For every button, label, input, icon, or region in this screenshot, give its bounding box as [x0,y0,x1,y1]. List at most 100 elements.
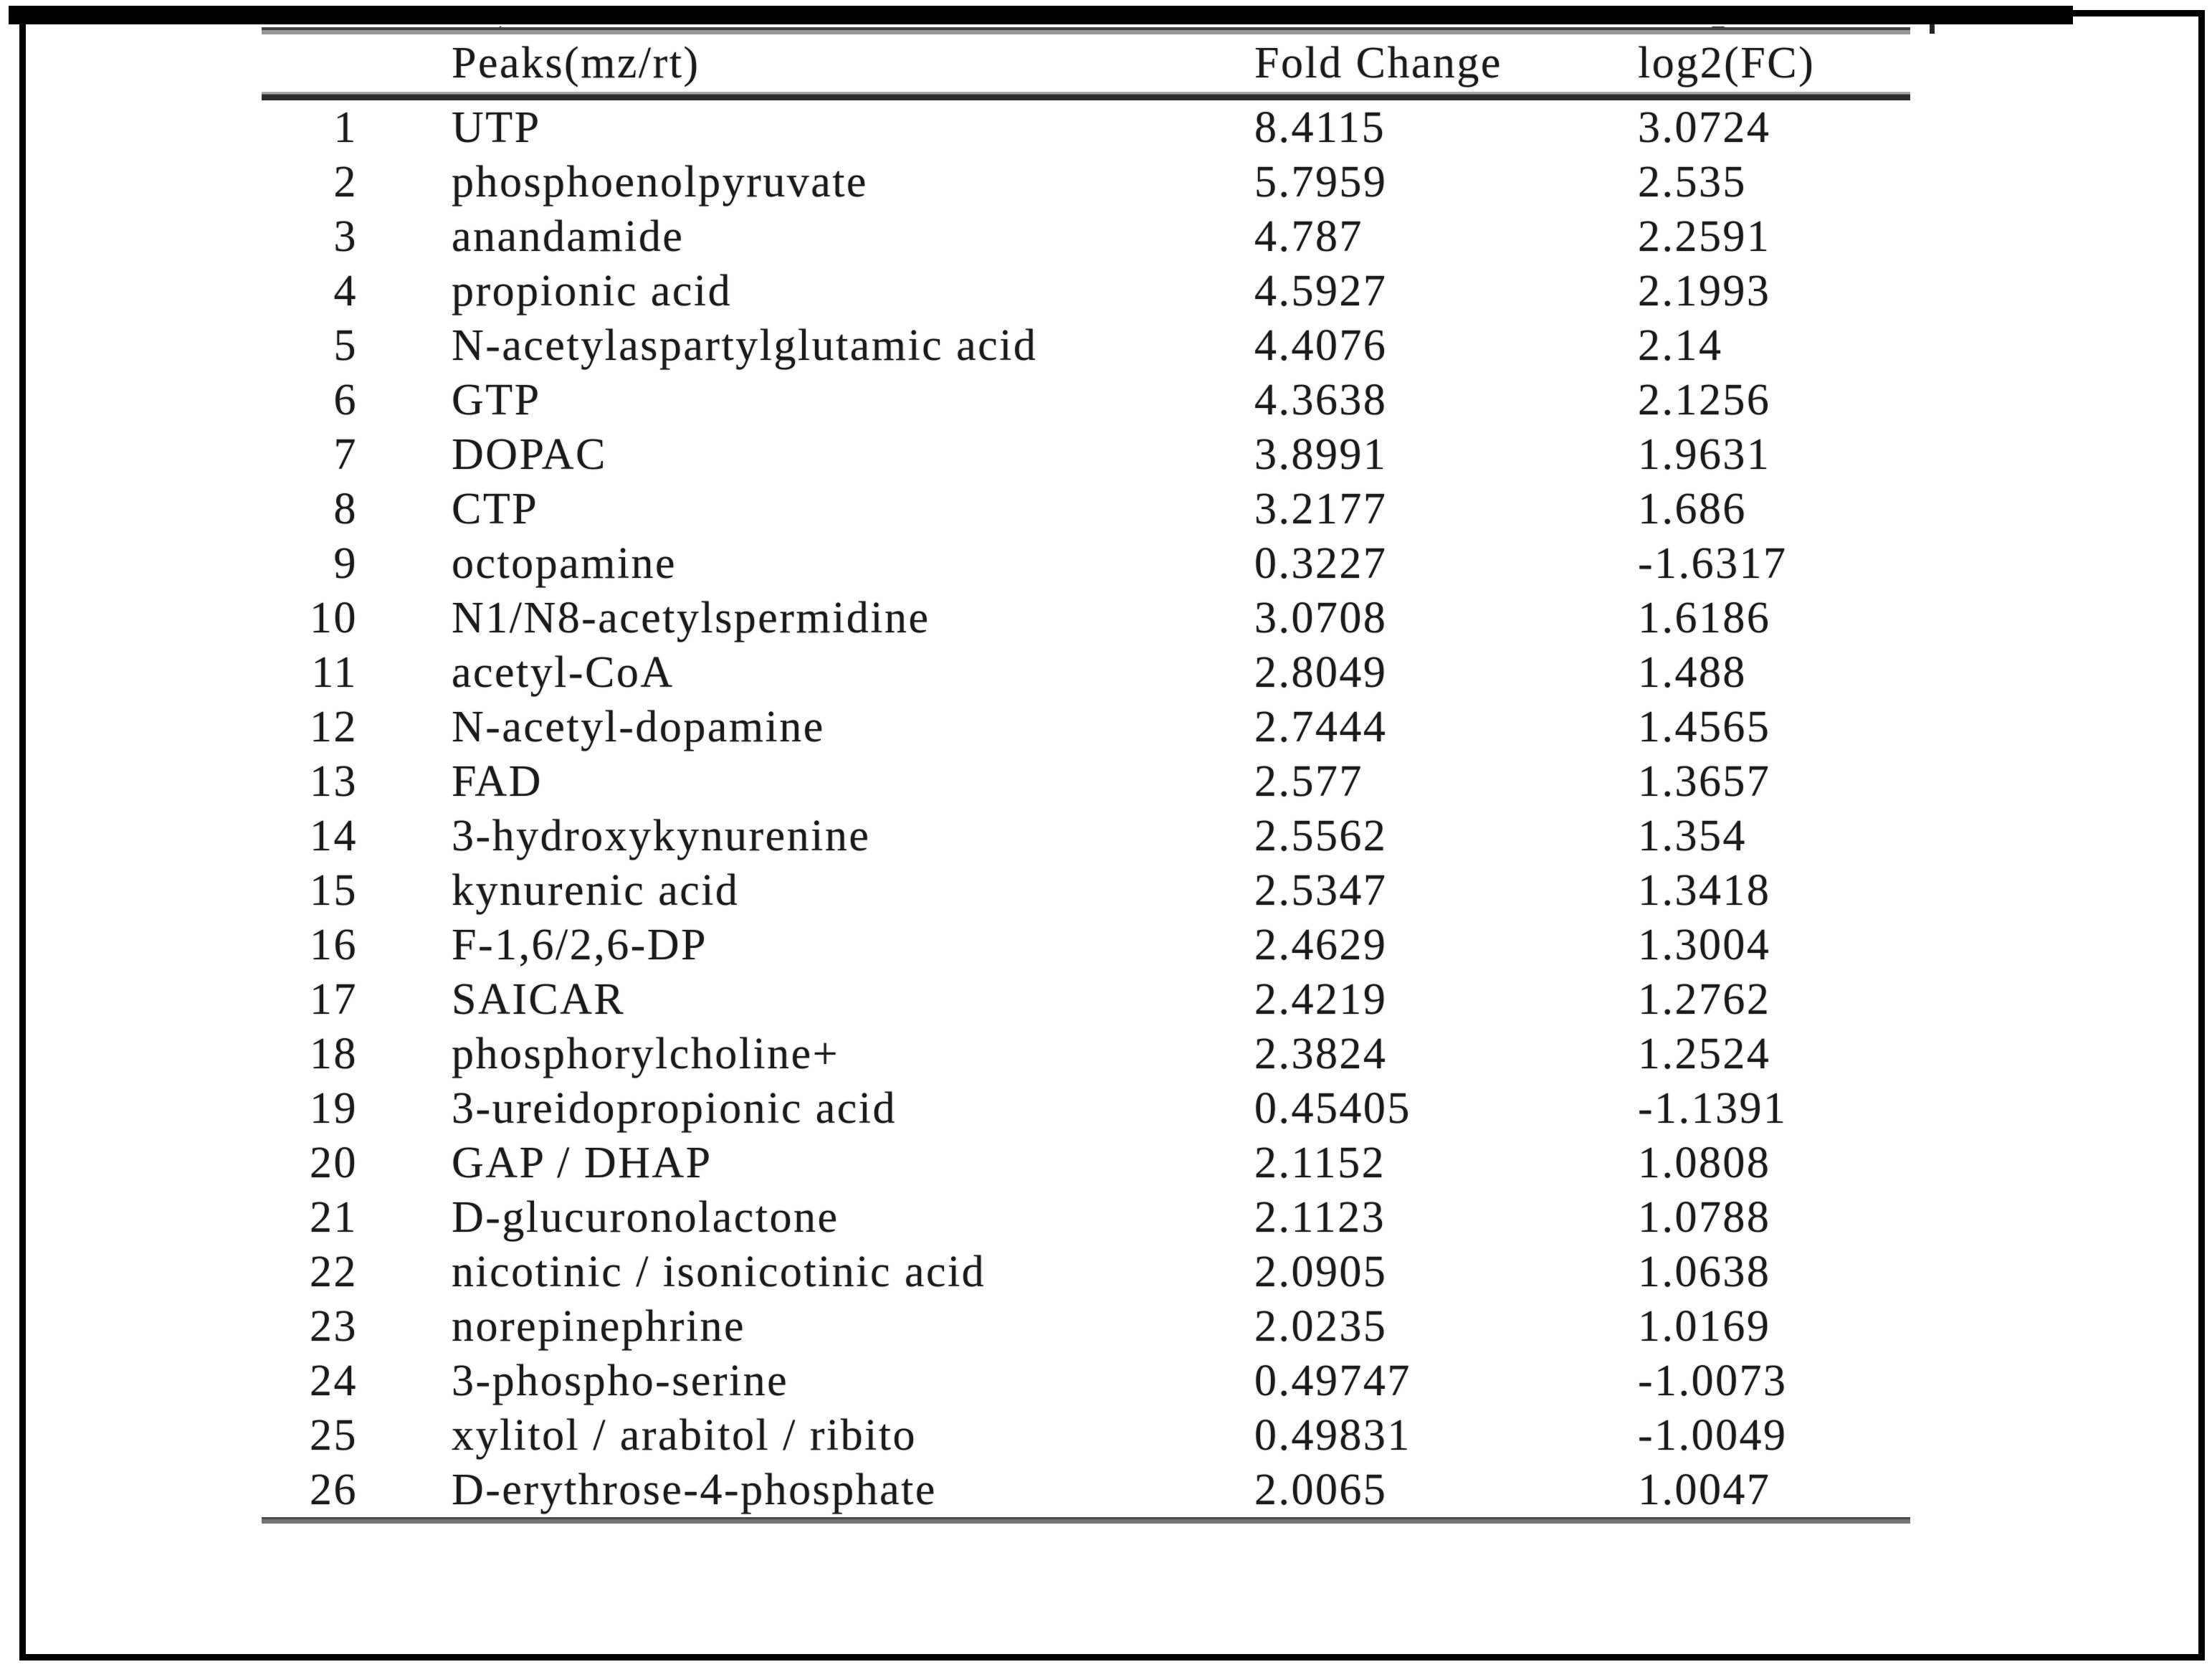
row-index-cell: 11 [311,647,358,697]
fold-change-cell: 4.5927 [1254,266,1388,315]
peak-name-cell: propionic acid [452,266,733,315]
peak-name-cell: 3-phospho-serine [452,1356,789,1405]
row-index-cell: 21 [310,1192,358,1242]
fold-change-cell: 2.1123 [1254,1192,1386,1242]
log2fc-cell: 1.3657 [1638,756,1771,806]
peak-name-cell: D-glucuronolactone [452,1192,839,1242]
fold-change-cell: 2.577 [1254,756,1363,806]
peak-name-cell: phosphorylcholine+ [452,1029,840,1078]
table-row: 9 octopamine 0.3227 -1.6317 [262,536,1910,591]
row-index-cell: 7 [333,429,358,479]
row-index-cell: 16 [310,920,358,969]
peak-name-cell: FAD [452,756,543,806]
table-row: 10 N1/N8-acetylspermidine 3.0708 1.6186 [262,591,1910,645]
metabolite-table: Peaks(mz/rt) Fold Change log2(FC) 1 UTP … [262,27,1910,1524]
peak-name-cell: kynurenic acid [452,865,740,915]
header-peaks-cell: Peaks(mz/rt) [452,38,700,87]
table-row: 5 N-acetylaspartylglutamic acid 4.4076 2… [262,318,1910,373]
row-index-cell: 26 [310,1465,358,1514]
peak-name-cell: anandamide [452,212,685,261]
table-row: 11 acetyl-CoA 2.8049 1.488 [262,645,1910,700]
log2fc-cell: 1.6186 [1638,593,1771,642]
table-rule-bottom [262,1517,1910,1524]
row-index-cell: 15 [310,865,358,915]
table-row: 12 N-acetyl-dopamine 2.7444 1.4565 [262,700,1910,754]
peak-name-cell: N-acetyl-dopamine [452,702,825,751]
peak-name-cell: norepinephrine [452,1301,746,1351]
table-row: 21 D-glucuronolactone 2.1123 1.0788 [262,1190,1910,1245]
table-row: 15 kynurenic acid 2.5347 1.3418 [262,863,1910,918]
table-row: 13 FAD 2.577 1.3657 [262,754,1910,809]
log2fc-cell: 1.2524 [1638,1029,1771,1078]
row-index-cell: 4 [333,266,358,315]
row-index-cell: 1 [333,103,358,152]
table-row: 3 anandamide 4.787 2.2591 [262,209,1910,264]
header-log2fc-cell: log2(FC) [1638,38,1816,87]
fold-change-cell: 2.8049 [1254,647,1388,697]
log2fc-cell: 1.0788 [1638,1192,1771,1242]
peak-name-cell: DOPAC [452,429,607,479]
log2fc-cell: 1.686 [1638,484,1747,533]
peak-name-cell: CTP [452,484,539,533]
log2fc-cell: 2.1256 [1638,375,1771,424]
fold-change-cell: 0.49831 [1254,1410,1411,1460]
row-index-cell: 17 [310,974,358,1024]
fold-change-cell: 0.45405 [1254,1083,1411,1133]
table-row: 24 3-phospho-serine 0.49747 -1.0073 [262,1354,1910,1408]
log2fc-cell: 1.354 [1638,811,1747,860]
table-row: 2 phosphoenolpyruvate 5.7959 2.535 [262,155,1910,209]
log2fc-cell: 1.0047 [1638,1465,1771,1514]
row-index-cell: 14 [310,811,358,860]
fold-change-cell: 2.5347 [1254,865,1388,915]
fold-change-cell: 2.0905 [1254,1247,1388,1296]
peak-name-cell: F-1,6/2,6-DP [452,920,708,969]
peak-name-cell: 3-hydroxykynurenine [452,811,871,860]
log2fc-cell: 2.1993 [1638,266,1771,315]
log2fc-cell: 2.14 [1638,320,1723,370]
peak-name-cell: SAICAR [452,974,626,1024]
table-row: 22 nicotinic / isonicotinic acid 2.0905 … [262,1245,1910,1299]
table-row: 16 F-1,6/2,6-DP 2.4629 1.3004 [262,918,1910,972]
log2fc-cell: 1.2762 [1638,974,1771,1024]
fold-change-cell: 2.7444 [1254,702,1388,751]
fold-change-cell: 4.787 [1254,212,1363,261]
row-index-cell: 6 [333,375,358,424]
fold-change-cell: 2.4629 [1254,920,1388,969]
peak-name-cell: GAP / DHAP [452,1138,712,1187]
row-index-cell: 23 [310,1301,358,1351]
fold-change-cell: 0.3227 [1254,538,1388,588]
top-black-bar [9,6,2073,24]
page-border-frame [19,10,2205,1661]
table-row: 1 UTP 8.4115 3.0724 [262,100,1910,155]
fold-change-cell: 5.7959 [1254,157,1388,206]
row-index-cell: 8 [333,484,358,533]
table-header-row: Peaks(mz/rt) Fold Change log2(FC) [262,34,1910,92]
peak-name-cell: N-acetylaspartylglutamic acid [452,320,1038,370]
fold-change-cell: 3.0708 [1254,593,1388,642]
table-rule-top [262,27,1910,34]
log2fc-cell: 1.0638 [1638,1247,1771,1296]
row-index-cell: 22 [310,1247,358,1296]
row-index-cell: 13 [310,756,358,806]
table-row: 8 CTP 3.2177 1.686 [262,482,1910,536]
row-index-cell: 5 [333,320,358,370]
row-index-cell: 18 [310,1029,358,1078]
table-row: 25 xylitol / arabitol / ribito 0.49831 -… [262,1408,1910,1463]
fold-change-cell: 2.5562 [1254,811,1388,860]
row-index-cell: 24 [310,1356,358,1405]
log2fc-cell: 1.9631 [1638,429,1771,479]
peak-name-cell: nicotinic / isonicotinic acid [452,1247,986,1296]
fold-change-cell: 2.4219 [1254,974,1388,1024]
row-index-cell: 3 [333,212,358,261]
log2fc-cell: -1.6317 [1638,538,1788,588]
fold-change-cell: 8.4115 [1254,103,1386,152]
peak-name-cell: acetyl-CoA [452,647,674,697]
table-row: 4 propionic acid 4.5927 2.1993 [262,264,1910,318]
fold-change-cell: 4.3638 [1254,375,1388,424]
log2fc-cell: 1.0808 [1638,1138,1771,1187]
log2fc-cell: 1.0169 [1638,1301,1771,1351]
log2fc-cell: -1.1391 [1638,1083,1788,1133]
log2fc-cell: 1.3004 [1638,920,1771,969]
table-row: 14 3-hydroxykynurenine 2.5562 1.354 [262,809,1910,863]
table-row: 23 norepinephrine 2.0235 1.0169 [262,1299,1910,1354]
